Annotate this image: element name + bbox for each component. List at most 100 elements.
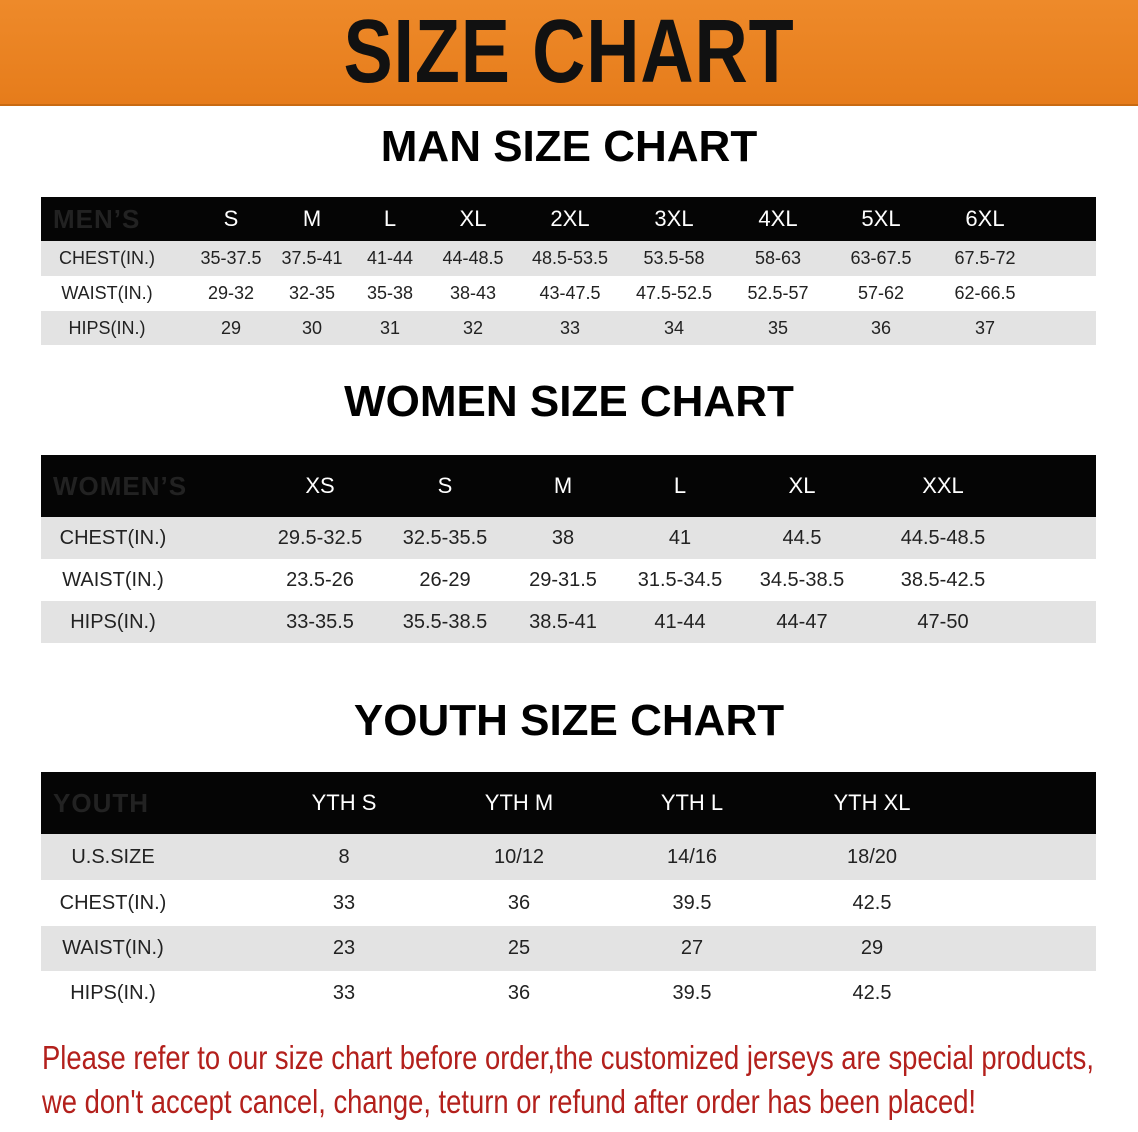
men-section-title: MAN SIZE CHART	[380, 122, 758, 171]
table-row: WAIST(IN.) 29-32 32-35 35-38 38-43 43-47.5 47.…	[41, 276, 1096, 311]
measurement-label: CHEST(IN.)	[59, 892, 167, 914]
measurement-value: 29	[860, 937, 884, 959]
measurement-value: 33-35.5	[286, 611, 354, 633]
women-section-title: WOMEN SIZE CHART	[344, 377, 794, 426]
size-header: YTH XL	[833, 790, 911, 815]
measurement-label: HIPS(IN.)	[68, 318, 146, 338]
size-header: YTH S	[311, 790, 377, 815]
size-header: XS	[305, 473, 335, 498]
measurement-value: 44.5-48.5	[900, 527, 986, 549]
table-label: WOMEN’S	[53, 471, 188, 501]
measurement-value: 23.5-26	[286, 569, 354, 591]
measurement-value: 38.5-41	[529, 611, 597, 633]
measurement-value: 29	[220, 318, 242, 338]
measurement-label: WAIST(IN.)	[62, 569, 164, 591]
size-header: XL	[788, 473, 816, 498]
measurement-value: 44-48.5	[442, 248, 504, 268]
measurement-value: 41-44	[366, 248, 414, 268]
measurement-value: 36	[507, 982, 531, 1004]
measurement-label: U.S.SIZE	[71, 846, 155, 868]
measurement-value: 67.5-72	[954, 248, 1016, 268]
measurement-value: 29.5-32.5	[277, 527, 363, 549]
size-header: 2XL	[550, 206, 590, 231]
men-header-row: MEN’S S M L XL 2XL 3XL 4XL 5XL 6XL	[41, 197, 1096, 241]
measurement-value: 58-63	[754, 248, 802, 268]
measurement-value: 37.5-41	[281, 248, 343, 268]
measurement-value: 33	[332, 982, 356, 1004]
table-row: HIPS(IN.) 33-35.5 35.5-38.5 38.5-41 41-44 44-…	[41, 601, 1096, 643]
measurement-value: 36	[870, 318, 892, 338]
measurement-value: 34.5-38.5	[759, 569, 845, 591]
measurement-value: 47-50	[917, 611, 969, 633]
measurement-value: 29-32	[207, 283, 255, 303]
size-header: 3XL	[654, 206, 694, 231]
table-row: CHEST(IN.) 29.5-32.5 32.5-35.5 38 41 44.5 44.5…	[41, 517, 1096, 559]
measurement-value: 44.5	[782, 527, 822, 549]
measurement-value: 39.5	[672, 892, 712, 914]
size-header: YTH M	[484, 790, 554, 815]
women-header-row: WOMEN’S XS S M L XL XXL	[41, 455, 1096, 517]
table-row: CHEST(IN.) 33 36 39.5 42.5	[41, 880, 1096, 926]
measurement-value: 33	[559, 318, 581, 338]
size-chart-banner: SIZE CHART	[0, 0, 1138, 106]
measurement-value: 62-66.5	[954, 283, 1016, 303]
measurement-value: 57-62	[857, 283, 905, 303]
measurement-value: 18/20	[846, 846, 898, 868]
size-header: M	[553, 473, 573, 498]
table-row: HIPS(IN.) 29 30 31 32 33 34 35 36 37	[41, 311, 1096, 345]
table-row: CHEST(IN.) 35-37.5 37.5-41 41-44 44-48.5 48.5…	[41, 241, 1096, 276]
measurement-value: 10/12	[493, 846, 545, 868]
measurement-value: 43-47.5	[539, 283, 601, 303]
notice-line-2: we don't accept cancel, change, teturn o…	[42, 1083, 977, 1120]
measurement-value: 30	[301, 318, 323, 338]
measurement-value: 31	[379, 318, 401, 338]
measurement-label: HIPS(IN.)	[70, 611, 156, 633]
measurement-value: 14/16	[666, 846, 718, 868]
measurement-value: 35	[767, 318, 789, 338]
measurement-label: CHEST(IN.)	[59, 527, 167, 549]
measurement-value: 48.5-53.5	[531, 248, 609, 268]
measurement-label: HIPS(IN.)	[70, 982, 156, 1004]
size-header: YTH L	[660, 790, 724, 815]
size-header: L	[673, 473, 687, 498]
table-label: YOUTH	[53, 788, 149, 818]
measurement-value: 29-31.5	[529, 569, 597, 591]
measurement-value: 26-29	[419, 569, 471, 591]
measurement-value: 37	[974, 318, 996, 338]
size-header: XL	[459, 206, 487, 231]
measurement-value: 34	[663, 318, 685, 338]
measurement-value: 38-43	[449, 283, 497, 303]
size-header: L	[383, 206, 397, 231]
table-label: MEN’S	[53, 204, 141, 234]
table-row: U.S.SIZE 8 10/12 14/16 18/20	[41, 834, 1096, 880]
size-header: 4XL	[758, 206, 798, 231]
measurement-label: CHEST(IN.)	[59, 248, 155, 268]
youth-section-title: YOUTH SIZE CHART	[353, 696, 785, 745]
measurement-value: 47.5-52.5	[635, 283, 713, 303]
measurement-value: 25	[507, 937, 531, 959]
size-header: M	[302, 206, 322, 231]
size-header: S	[437, 473, 453, 498]
size-header: XXL	[922, 473, 964, 498]
measurement-value: 38.5-42.5	[900, 569, 986, 591]
measurement-value: 36	[507, 892, 531, 914]
measurement-value: 42.5	[852, 892, 892, 914]
measurement-value: 32.5-35.5	[402, 527, 488, 549]
measurement-value: 31.5-34.5	[637, 569, 723, 591]
measurement-value: 27	[680, 937, 704, 959]
banner-title: SIZE CHART	[343, 2, 795, 102]
measurement-value: 63-67.5	[850, 248, 912, 268]
measurement-value: 38	[551, 527, 575, 549]
measurement-value: 39.5	[672, 982, 712, 1004]
measurement-value: 35.5-38.5	[402, 611, 488, 633]
measurement-label: WAIST(IN.)	[61, 283, 153, 303]
measurement-value: 33	[332, 892, 356, 914]
measurement-value: 35-37.5	[200, 248, 262, 268]
table-row: WAIST(IN.) 23.5-26 26-29 29-31.5 31.5-34.5 34…	[41, 559, 1096, 601]
size-header: 5XL	[861, 206, 901, 231]
measurement-value: 35-38	[366, 283, 414, 303]
measurement-value: 41-44	[654, 611, 706, 633]
table-row: WAIST(IN.) 23 25 27 29	[41, 926, 1096, 971]
notice-line-1: Please refer to our size chart before or…	[42, 1039, 1094, 1076]
measurement-value: 52.5-57	[747, 283, 809, 303]
